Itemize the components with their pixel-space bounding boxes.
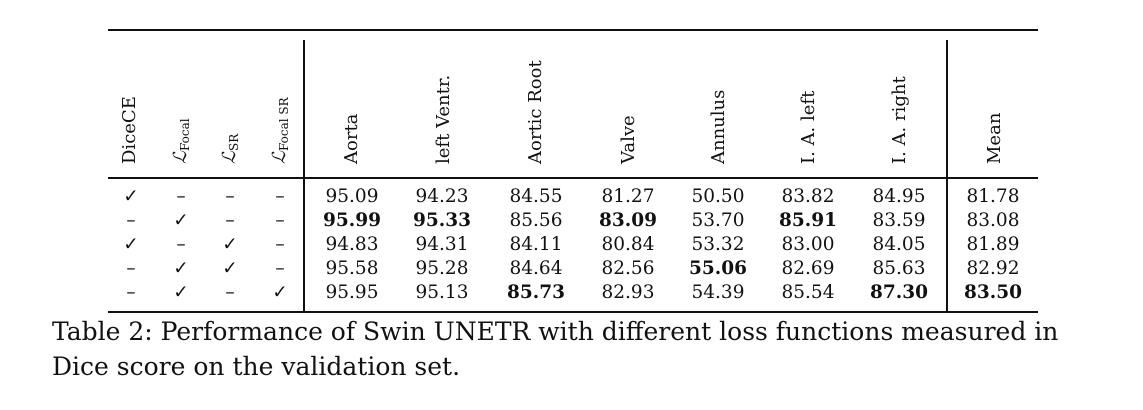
header-sr: ℒSR bbox=[219, 133, 244, 164]
sr-cell: ✓ bbox=[222, 234, 238, 255]
dicece-cell: – bbox=[126, 282, 136, 303]
focal-cell: ✓ bbox=[173, 282, 189, 303]
focal-cell: ✓ bbox=[173, 210, 189, 231]
left-ventr-value: 94.31 bbox=[415, 234, 469, 255]
la-left-value: 83.00 bbox=[781, 234, 835, 255]
la-left-value: 83.82 bbox=[781, 186, 835, 207]
header-valve: Valve bbox=[618, 115, 639, 164]
header-rule bbox=[108, 177, 1038, 179]
la-right-value: 84.95 bbox=[872, 186, 926, 207]
header-sr-sub: SR bbox=[227, 133, 241, 152]
la-left-value: 85.54 bbox=[781, 282, 835, 303]
header-dicece: DiceCE bbox=[119, 96, 140, 164]
la-right-value: 85.63 bbox=[872, 258, 926, 279]
focal-cell: ✓ bbox=[173, 258, 189, 279]
annulus-value: 54.39 bbox=[691, 282, 745, 303]
dicece-cell: ✓ bbox=[123, 186, 139, 207]
annulus-value: 53.70 bbox=[691, 210, 745, 231]
sr-cell: – bbox=[225, 186, 235, 207]
top-rule bbox=[108, 29, 1038, 31]
mean-value: 81.89 bbox=[966, 234, 1020, 255]
dicece-cell: – bbox=[126, 210, 136, 231]
aorta-value: 95.99 bbox=[323, 210, 381, 231]
header-focal-symbol: ℒ bbox=[170, 151, 191, 164]
dicece-cell: ✓ bbox=[123, 234, 139, 255]
header-aortic-root: Aortic Root bbox=[525, 60, 546, 164]
dicece-cell: – bbox=[126, 258, 136, 279]
aortic-root-value: 85.73 bbox=[507, 282, 565, 303]
sr-cell: – bbox=[225, 282, 235, 303]
valve-value: 83.09 bbox=[599, 210, 657, 231]
focal-sr-cell: – bbox=[275, 258, 285, 279]
header-annulus: Annulus bbox=[708, 89, 729, 164]
header-la-left: I. A. left bbox=[798, 90, 819, 164]
left-ventr-value: 95.28 bbox=[415, 258, 469, 279]
annulus-value: 55.06 bbox=[689, 258, 747, 279]
aorta-value: 94.83 bbox=[325, 234, 379, 255]
divider-results-mean bbox=[946, 40, 948, 312]
aortic-root-value: 84.55 bbox=[509, 186, 563, 207]
sr-cell: ✓ bbox=[222, 258, 238, 279]
mean-value: 81.78 bbox=[966, 186, 1020, 207]
la-left-value: 82.69 bbox=[781, 258, 835, 279]
valve-value: 82.93 bbox=[601, 282, 655, 303]
header-focal: ℒFocal bbox=[170, 118, 195, 164]
valve-value: 80.84 bbox=[601, 234, 655, 255]
left-ventr-value: 95.33 bbox=[413, 210, 471, 231]
aorta-value: 95.58 bbox=[325, 258, 379, 279]
header-focal-sub: Focal bbox=[178, 118, 192, 152]
divider-loss-results bbox=[303, 40, 305, 312]
focal-sr-cell: – bbox=[275, 186, 285, 207]
valve-value: 82.56 bbox=[601, 258, 655, 279]
mean-value: 82.92 bbox=[966, 258, 1020, 279]
la-right-value: 84.05 bbox=[872, 234, 926, 255]
focal-sr-cell: ✓ bbox=[272, 282, 288, 303]
table-caption: Table 2: Performance of Swin UNETR with … bbox=[52, 317, 1059, 381]
aorta-value: 95.09 bbox=[325, 186, 379, 207]
la-right-value: 83.59 bbox=[872, 210, 926, 231]
header-mean: Mean bbox=[984, 112, 1005, 164]
left-ventr-value: 95.13 bbox=[415, 282, 469, 303]
aortic-root-value: 84.11 bbox=[509, 234, 563, 255]
header-focal-sr-sub: Focal SR bbox=[277, 97, 291, 152]
focal-sr-cell: – bbox=[275, 234, 285, 255]
valve-value: 81.27 bbox=[601, 186, 655, 207]
header-focal-sr-symbol: ℒ bbox=[269, 151, 290, 164]
mean-value: 83.08 bbox=[966, 210, 1020, 231]
header-focal-sr: ℒFocal SR bbox=[269, 97, 294, 164]
focal-sr-cell: – bbox=[275, 210, 285, 231]
bottom-rule bbox=[108, 311, 1038, 313]
header-la-right: I. A. right bbox=[889, 76, 910, 164]
header-aorta: Aorta bbox=[341, 113, 362, 164]
aortic-root-value: 85.56 bbox=[509, 210, 563, 231]
mean-value: 83.50 bbox=[964, 282, 1022, 303]
header-left-ventr: left Ventr. bbox=[433, 74, 454, 164]
header-sr-symbol: ℒ bbox=[219, 151, 240, 164]
annulus-value: 50.50 bbox=[691, 186, 745, 207]
la-left-value: 85.91 bbox=[779, 210, 837, 231]
la-right-value: 87.30 bbox=[870, 282, 928, 303]
sr-cell: – bbox=[225, 210, 235, 231]
aortic-root-value: 84.64 bbox=[509, 258, 563, 279]
aorta-value: 95.95 bbox=[325, 282, 379, 303]
focal-cell: – bbox=[176, 234, 186, 255]
left-ventr-value: 94.23 bbox=[415, 186, 469, 207]
focal-cell: – bbox=[176, 186, 186, 207]
annulus-value: 53.32 bbox=[691, 234, 745, 255]
